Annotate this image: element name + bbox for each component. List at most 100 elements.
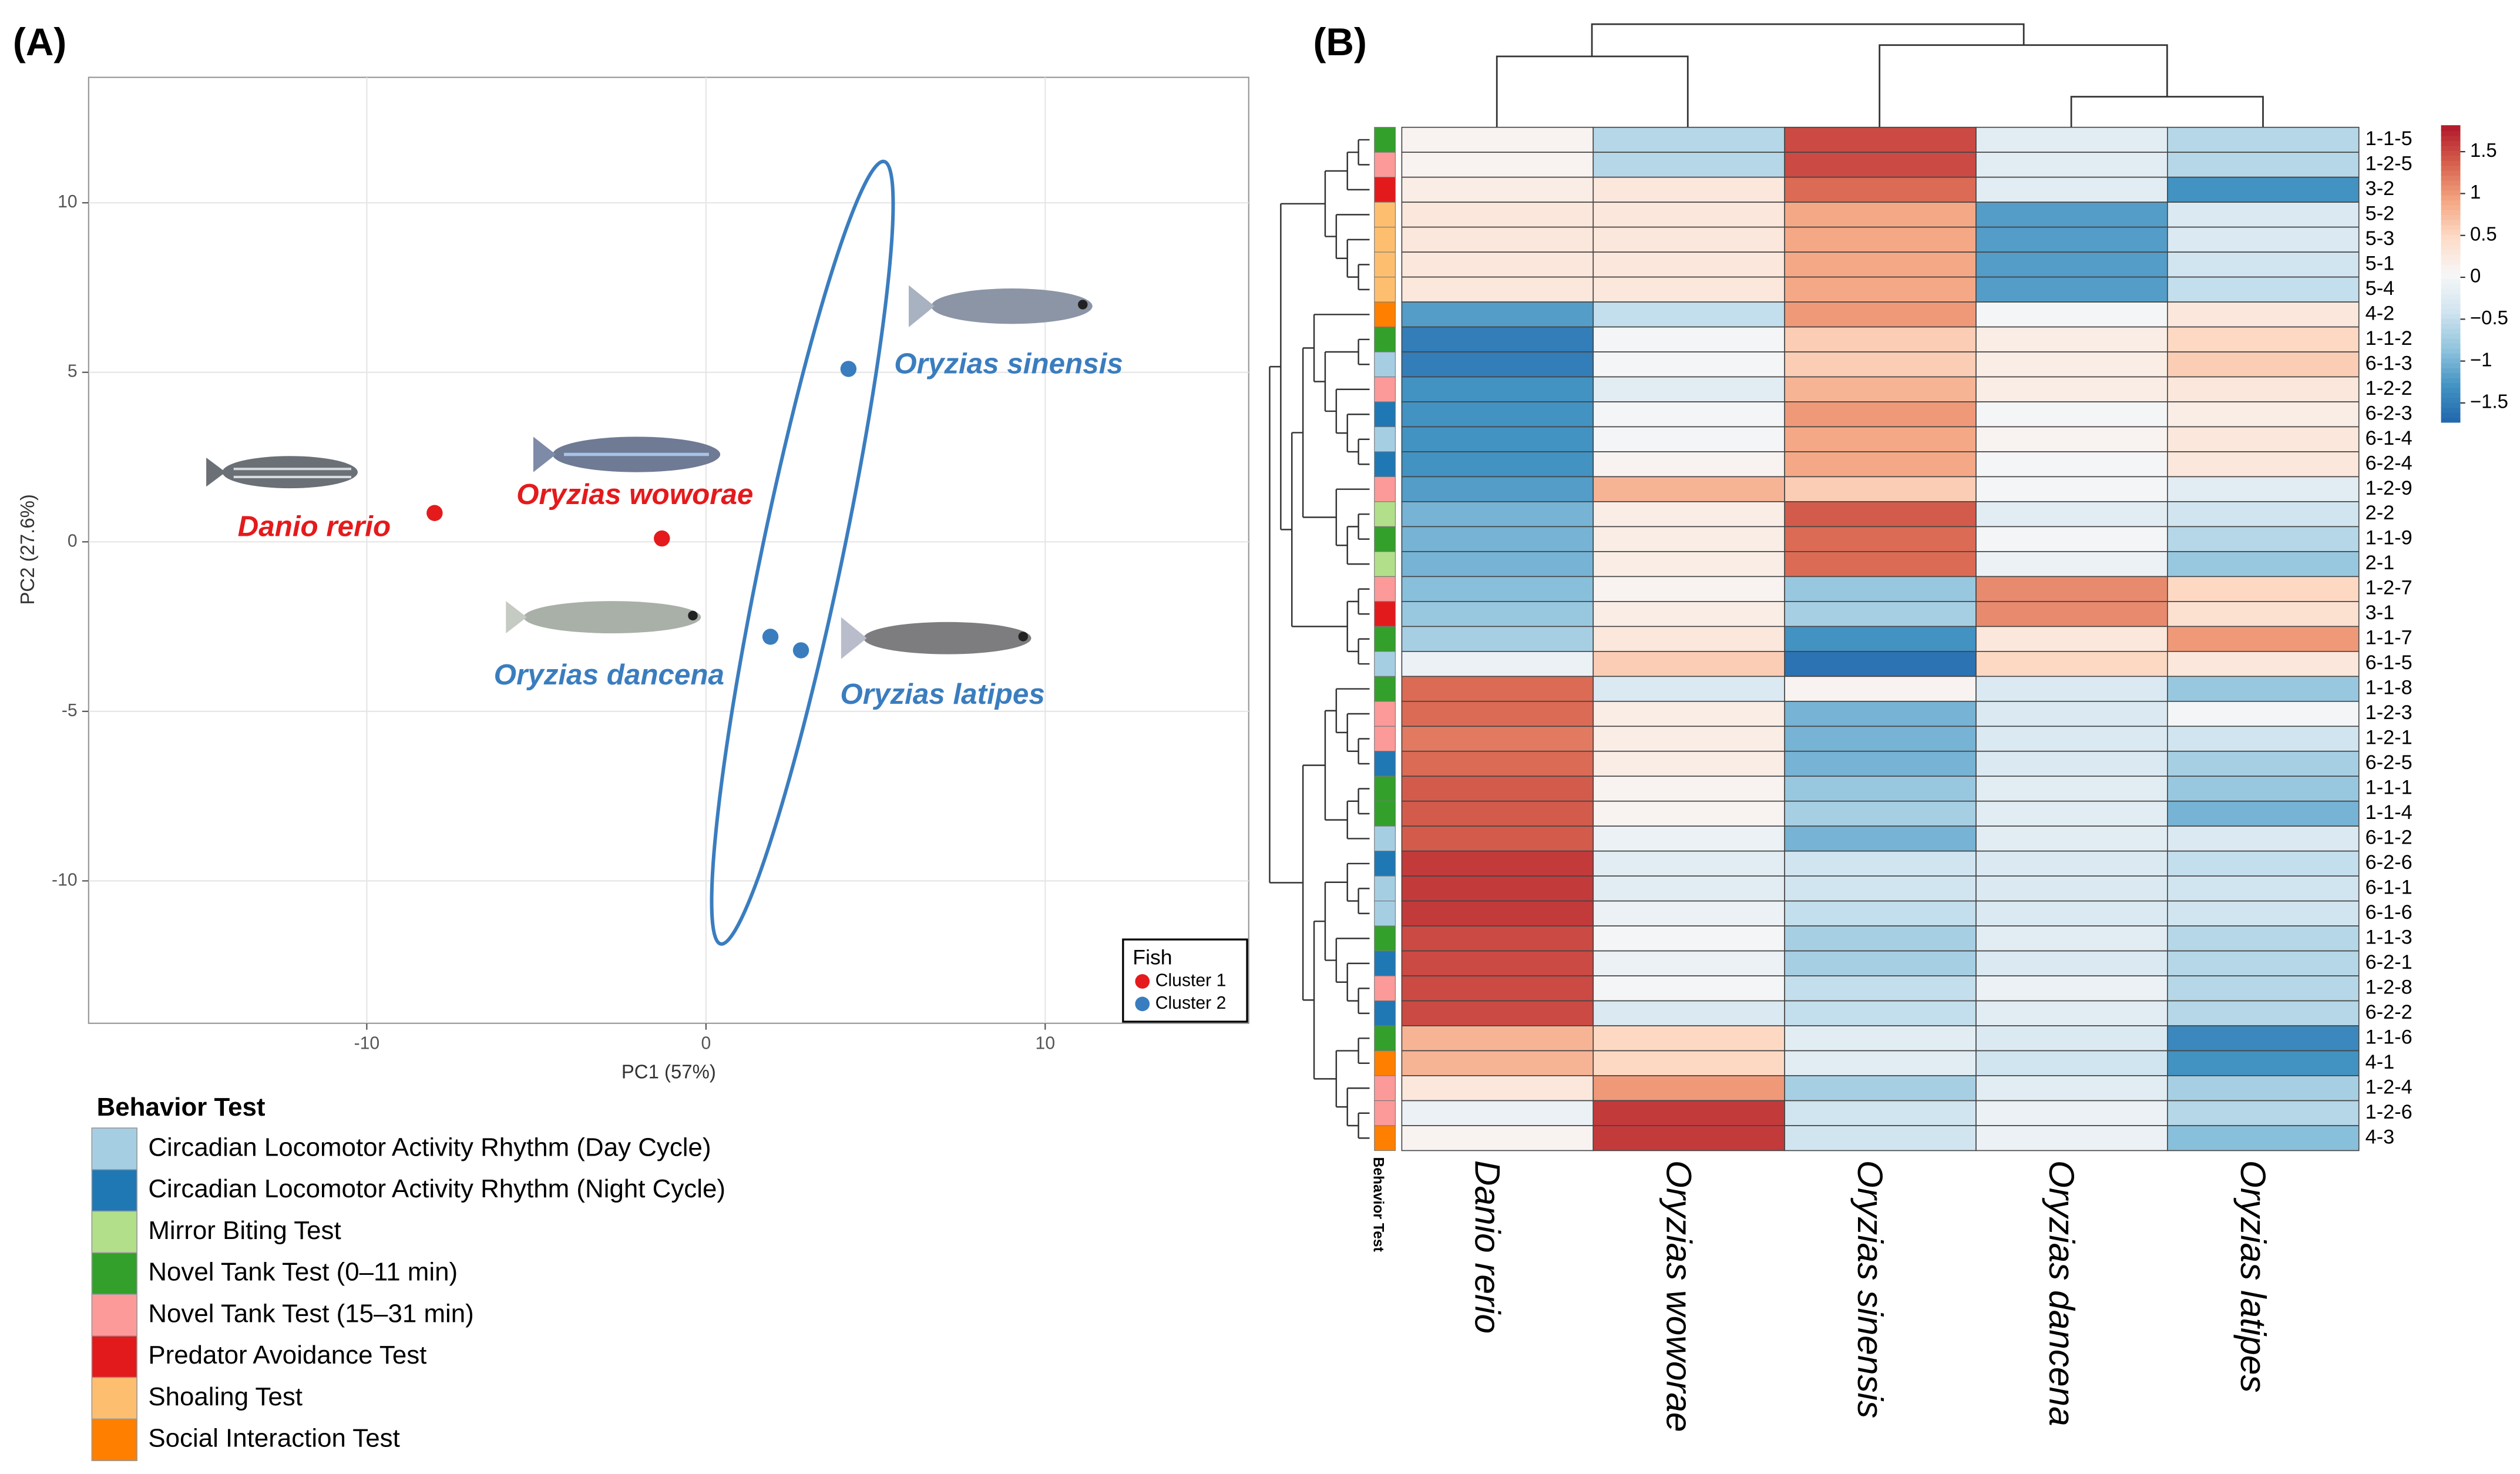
- heatmap-cell: [2167, 1025, 2360, 1052]
- heatmap-cell: [1401, 950, 1594, 976]
- row-label: 1-1-8: [2366, 677, 2413, 699]
- point: [426, 505, 443, 521]
- annotation-cell: [1374, 476, 1396, 502]
- annotation-cell: [1374, 925, 1396, 952]
- cluster-ellipse: [710, 159, 895, 946]
- heatmap-cell: [1784, 426, 1977, 452]
- heatmap-cell: [1975, 152, 2168, 178]
- annotation-cell: [1374, 277, 1396, 303]
- colorbar-segment: [2441, 145, 2461, 151]
- heatmap-cell: [1975, 176, 2168, 203]
- row-label: 4-2: [2366, 302, 2395, 324]
- heatmap-cell: [1784, 301, 1977, 328]
- heatmap-cell: [1784, 775, 1977, 802]
- colorbar-segment: [2441, 397, 2461, 403]
- heatmap-cell: [1975, 251, 2168, 278]
- y-tick-label: 0: [68, 531, 78, 550]
- colorbar-tick-label: −1: [2470, 348, 2492, 370]
- heatmap-cell: [1784, 1075, 1977, 1102]
- heatmap-cell: [1592, 850, 1785, 877]
- heatmap-cell: [1592, 376, 1785, 402]
- annotation-cell: [1374, 875, 1396, 902]
- colorbar-segment: [2441, 150, 2461, 156]
- legend-swatch: [91, 1376, 137, 1420]
- row-label: 6-2-2: [2366, 1001, 2413, 1023]
- heatmap-cell: [1784, 875, 1977, 902]
- colorbar-segment: [2441, 214, 2461, 220]
- heatmap-cell: [2167, 1100, 2360, 1126]
- legend-swatch: [91, 1210, 137, 1254]
- annotation-cell: [1374, 501, 1396, 527]
- annotation-cell: [1374, 1025, 1396, 1052]
- heatmap-cell: [1592, 326, 1785, 352]
- x-tick-label: 10: [1036, 1033, 1056, 1053]
- heatmap-cell: [1592, 676, 1785, 702]
- colorbar-segment: [2441, 417, 2461, 423]
- row-label: 5-1: [2366, 252, 2395, 274]
- column-label: Oryzias latipes: [2233, 1160, 2273, 1393]
- heatmap-cell: [1975, 376, 2168, 402]
- colorbar-segment: [2441, 184, 2461, 191]
- heatmap-cell: [1975, 126, 2168, 153]
- heatmap-cell: [1784, 351, 1977, 378]
- heatmap-cell: [1592, 226, 1785, 253]
- heatmap-cell: [1784, 601, 1977, 627]
- heatmap-cell: [2167, 950, 2360, 976]
- heatmap-cell: [1975, 601, 2168, 627]
- fish-images: [206, 285, 1093, 659]
- colorbar-segment: [2441, 140, 2461, 146]
- colorbar-segment: [2441, 199, 2461, 206]
- heatmap-cell: [2167, 1075, 2360, 1102]
- colorbar-segment: [2441, 412, 2461, 418]
- heatmap-cell: [1592, 775, 1785, 802]
- point-label: Danio rerio: [238, 511, 391, 543]
- colorbar-segment: [2441, 333, 2461, 339]
- heatmap-cell: [1592, 401, 1785, 428]
- heatmap-cell: [2167, 276, 2360, 303]
- heatmap-cell: [1975, 1025, 2168, 1052]
- heatmap-cell: [1592, 825, 1785, 852]
- colorbar-segment: [2441, 308, 2461, 314]
- heatmap-cell: [2167, 750, 2360, 777]
- heatmap-cell: [2167, 925, 2360, 952]
- legend-label: Social Interaction Test: [148, 1424, 399, 1453]
- colorbar-segment: [2441, 239, 2461, 245]
- heatmap-cell: [1401, 326, 1594, 352]
- heatmap-cell: [1784, 152, 1977, 178]
- heatmap-cell: [2167, 451, 2360, 478]
- colorbar-segment: [2441, 169, 2461, 176]
- heatmap-cell: [2167, 700, 2360, 727]
- heatmap-cell: [1975, 1125, 2168, 1151]
- colorbar-segment: [2441, 229, 2461, 235]
- heatmap-cell: [1784, 700, 1977, 727]
- heatmap-cell: [2167, 975, 2360, 1002]
- legend-label: Shoaling Test: [148, 1382, 303, 1411]
- row-label: 1-1-3: [2366, 926, 2413, 948]
- annotation-cell: [1374, 227, 1396, 253]
- row-label: 6-1-2: [2366, 827, 2413, 849]
- heatmap-cell: [2167, 775, 2360, 802]
- point: [762, 629, 779, 645]
- colorbar-segment: [2441, 387, 2461, 394]
- heatmap-cell: [1975, 401, 2168, 428]
- colorbar-segment: [2441, 392, 2461, 398]
- colorbar-segment: [2441, 174, 2461, 181]
- row-label: 6-2-3: [2366, 402, 2413, 424]
- heatmap-cell: [1401, 726, 1594, 752]
- heatmap-cell: [1592, 700, 1785, 727]
- heatmap-cell: [1401, 526, 1594, 552]
- legend-title: Fish: [1133, 945, 1172, 969]
- heatmap-cell: [1592, 501, 1785, 528]
- colorbar-segment: [2441, 318, 2461, 324]
- legend-label: Novel Tank Test (0–11 min): [148, 1258, 458, 1287]
- heatmap-cell: [1784, 526, 1977, 552]
- annotation-cell: [1374, 825, 1396, 852]
- heatmap-cell: [1592, 551, 1785, 577]
- fish-icon: [206, 456, 358, 489]
- heatmap-cell: [1975, 426, 2168, 452]
- heatmap-cell: [1975, 576, 2168, 602]
- heatmap-cell: [1401, 626, 1594, 652]
- point-label: Oryzias woworae: [516, 478, 753, 511]
- heatmap-cell: [1975, 676, 2168, 702]
- annotation-cell: [1374, 251, 1396, 278]
